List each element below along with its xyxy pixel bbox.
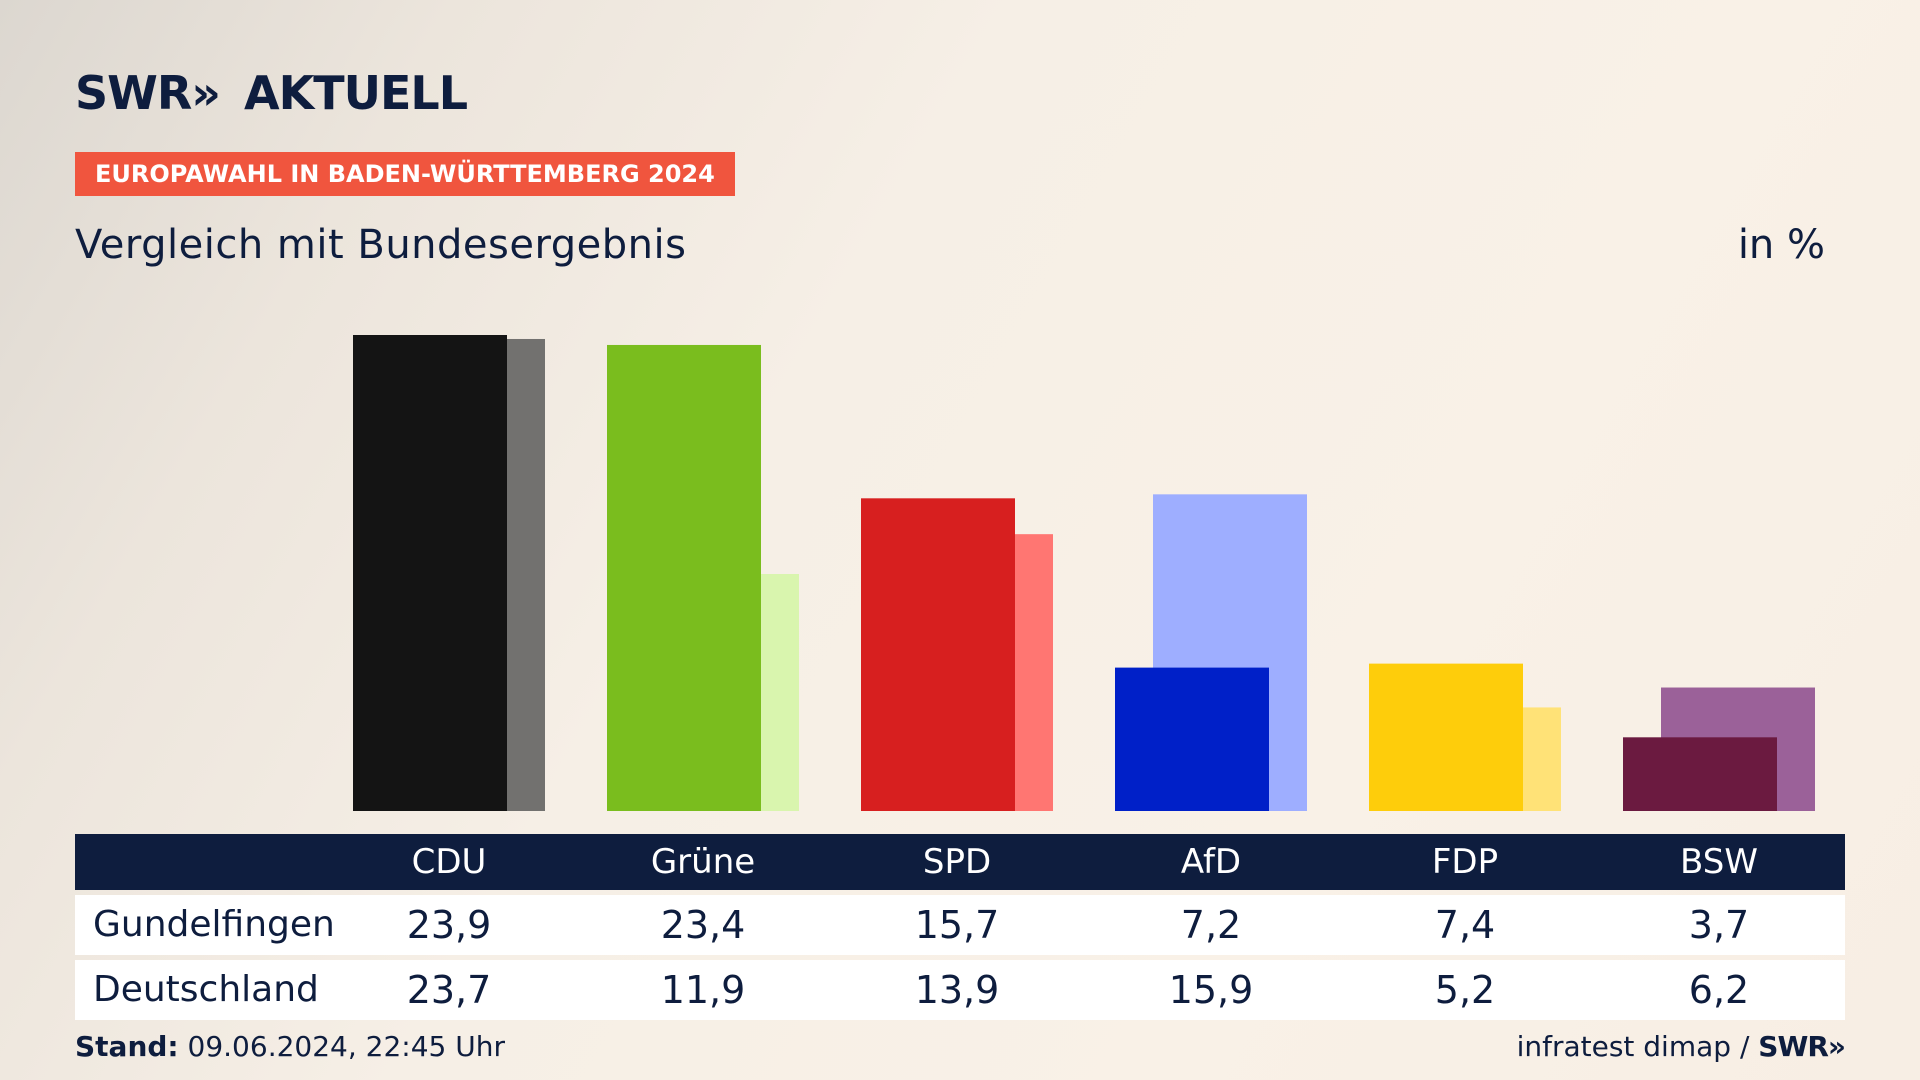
table-cell: 23,4: [660, 903, 746, 947]
table-header: CDU Grüne SPD AfD FDP BSW: [75, 834, 1845, 890]
logo-product: AKTUELL: [244, 66, 468, 120]
table-row-deutschland: Deutschland 23,7 11,9 13,9 15,9 5,2 6,2: [75, 960, 1845, 1020]
source-credit: infratest dimap / SWR»: [1516, 1030, 1846, 1063]
bar-chart: [353, 335, 1815, 811]
unit-label: in %: [1737, 222, 1825, 268]
results-table: CDU Grüne SPD AfD FDP BSW Gundelfingen 23,9 23…: [75, 834, 1845, 1020]
table-cell: 23,9: [406, 903, 492, 947]
column-header: CDU: [411, 842, 487, 882]
table-cell: 13,9: [914, 968, 1000, 1012]
bar-bsw-gundelfingen: [1623, 737, 1777, 811]
table-cell: 15,9: [1168, 968, 1254, 1012]
table-cell: 3,7: [1688, 903, 1750, 947]
row-label: Deutschland: [93, 969, 319, 1010]
table-cell: 7,4: [1434, 903, 1496, 947]
stand-value: 09.06.2024, 22:45 Uhr: [187, 1030, 505, 1063]
table-cell: 23,7: [406, 968, 492, 1012]
swr-aktuell-logo: SWR» AKTUELL: [75, 66, 468, 120]
stand-label: Stand:: [75, 1030, 179, 1063]
column-header: BSW: [1680, 842, 1758, 882]
table-cell: 6,2: [1688, 968, 1750, 1012]
row-label: Gundelfingen: [93, 904, 335, 945]
table-cell: 5,2: [1434, 968, 1496, 1012]
table-cell: 7,2: [1180, 903, 1242, 947]
column-header: Grüne: [650, 842, 756, 882]
source-brand: SWR»: [1758, 1030, 1846, 1063]
bar-cdu-gundelfingen: [353, 335, 507, 811]
table-cell: 15,7: [914, 903, 1000, 947]
bar-spd-gundelfingen: [861, 498, 1015, 811]
kicker-label: EUROPAWAHL IN BADEN-WÜRTTEMBERG 2024: [75, 152, 735, 196]
source-text: infratest dimap /: [1516, 1030, 1750, 1063]
table-row-gundelfingen: Gundelfingen 23,9 23,4 15,7 7,2 7,4 3,7: [75, 895, 1845, 955]
timestamp: Stand: 09.06.2024, 22:45 Uhr: [75, 1030, 505, 1063]
bar-gruene-gundelfingen: [607, 344, 761, 811]
bar-afd-gundelfingen: [1115, 667, 1269, 811]
column-header: AfD: [1180, 842, 1242, 882]
logo-brand: SWR: [75, 66, 192, 120]
column-header: FDP: [1431, 842, 1499, 882]
column-header: SPD: [922, 842, 992, 882]
bar-fdp-gundelfingen: [1369, 663, 1523, 811]
table-cell: 11,9: [660, 968, 746, 1012]
chart-subtitle: Vergleich mit Bundesergebnis: [75, 222, 687, 268]
